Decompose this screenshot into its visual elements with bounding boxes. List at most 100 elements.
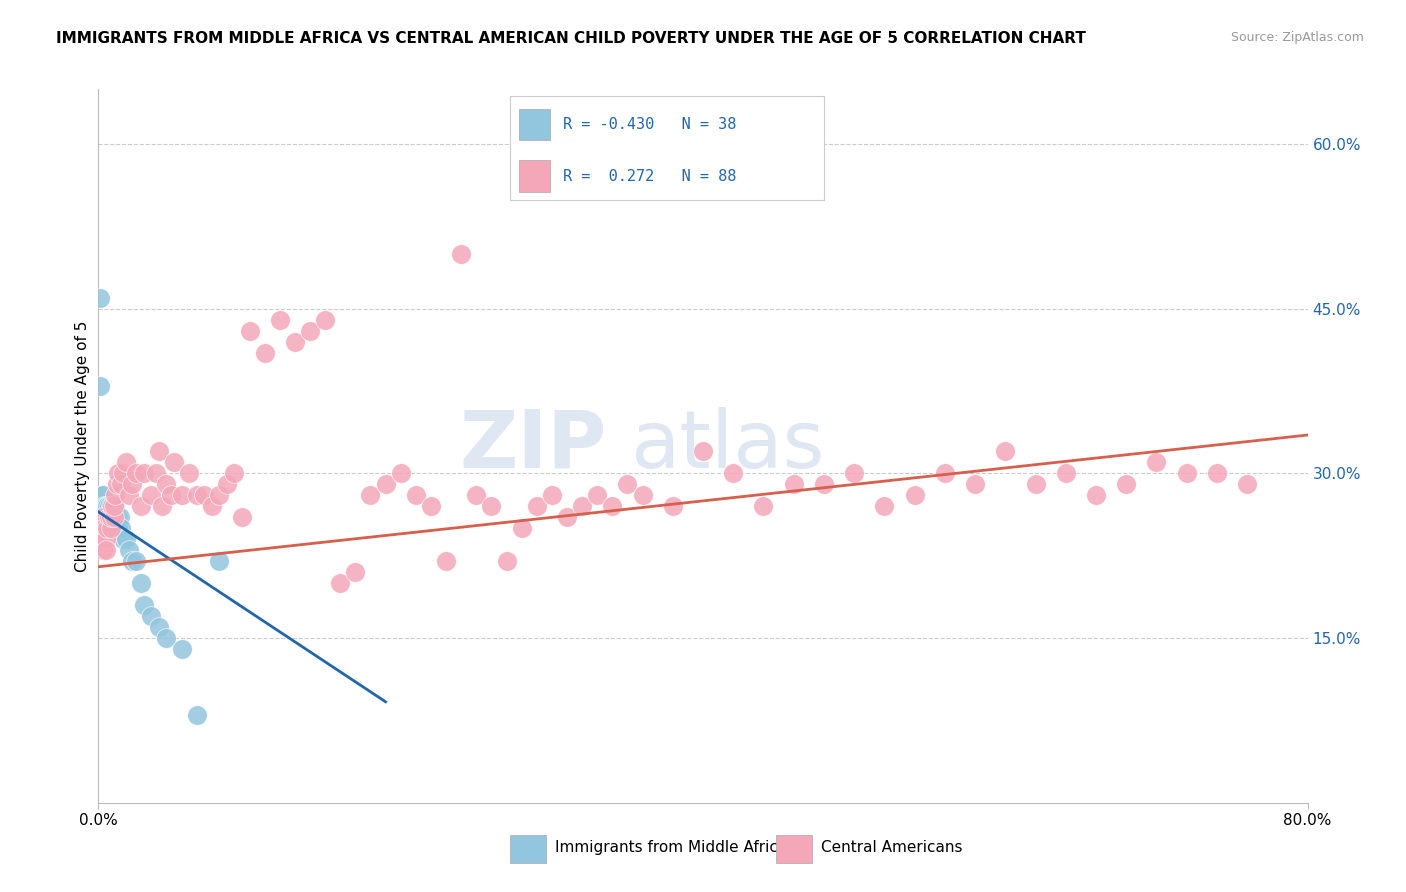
Point [201, 500, 224, 514]
Point [100, 500, 122, 514]
Point [723, 467, 745, 481]
Point [155, 477, 177, 491]
Point [111, 467, 134, 481]
Point [114, 455, 136, 469]
Point [91, 510, 114, 524]
Point [105, 521, 128, 535]
Point [145, 467, 167, 481]
Point [510, 521, 533, 535]
Point [420, 500, 443, 514]
Point [526, 500, 548, 514]
Point [93, 510, 115, 524]
Point [100, 510, 122, 524]
Point [148, 620, 170, 634]
Point [91, 488, 114, 502]
Point [239, 324, 262, 338]
Point [602, 500, 624, 514]
Point [150, 500, 173, 514]
Point [208, 554, 231, 568]
Point [1236, 477, 1258, 491]
Point [89, 291, 111, 305]
Point [163, 455, 186, 469]
Point [132, 598, 155, 612]
Point [93, 500, 115, 514]
Text: Central Americans: Central Americans [821, 840, 963, 855]
Text: Immigrants from Middle Africa: Immigrants from Middle Africa [555, 840, 787, 855]
Point [132, 467, 155, 481]
Point [105, 477, 128, 491]
Point [98, 510, 121, 524]
Point [1024, 477, 1046, 491]
Point [108, 510, 131, 524]
Point [405, 488, 427, 502]
Point [94, 500, 117, 514]
Point [103, 510, 125, 524]
Point [481, 500, 503, 514]
Point [344, 566, 367, 580]
Point [121, 477, 143, 491]
Point [98, 510, 121, 524]
Point [125, 554, 148, 568]
Point [934, 467, 956, 481]
Point [208, 488, 231, 502]
Point [616, 477, 638, 491]
Point [555, 510, 578, 524]
Point [329, 576, 352, 591]
Point [873, 500, 896, 514]
Point [186, 708, 208, 723]
Point [89, 378, 111, 392]
Point [103, 500, 125, 514]
Text: atlas: atlas [630, 407, 825, 485]
Y-axis label: Child Poverty Under the Age of 5: Child Poverty Under the Age of 5 [75, 320, 90, 572]
Point [193, 488, 215, 502]
Point [284, 334, 307, 349]
Point [314, 312, 336, 326]
Point [114, 533, 136, 547]
Point [904, 488, 927, 502]
Point [179, 467, 201, 481]
Point [129, 576, 152, 591]
Point [91, 543, 114, 558]
Point [540, 488, 562, 502]
Point [389, 467, 412, 481]
Point [1144, 455, 1167, 469]
Point [96, 510, 118, 524]
Point [813, 477, 835, 491]
Point [692, 444, 714, 458]
Point [90, 521, 112, 535]
Point [495, 554, 517, 568]
Point [586, 488, 609, 502]
Bar [776, 835, 811, 863]
Point [269, 312, 291, 326]
Point [96, 521, 118, 535]
Point [1206, 467, 1229, 481]
Point [100, 521, 122, 535]
Point [110, 477, 132, 491]
Point [155, 631, 177, 645]
Point [90, 488, 112, 502]
Point [231, 510, 253, 524]
Point [118, 488, 141, 502]
Point [148, 444, 170, 458]
Point [1085, 488, 1108, 502]
Point [1175, 467, 1198, 481]
Point [844, 467, 866, 481]
Point [101, 500, 124, 514]
Point [94, 543, 117, 558]
Point [215, 477, 238, 491]
Point [965, 477, 987, 491]
Point [93, 521, 115, 535]
Point [631, 488, 654, 502]
Point [89, 533, 111, 547]
Point [1115, 477, 1137, 491]
Point [160, 488, 183, 502]
Point [374, 477, 396, 491]
Point [571, 500, 593, 514]
Point [91, 521, 114, 535]
Point [129, 500, 152, 514]
Point [101, 510, 124, 524]
Bar [509, 835, 546, 863]
Point [1054, 467, 1077, 481]
Point [141, 609, 163, 624]
Point [107, 521, 129, 535]
